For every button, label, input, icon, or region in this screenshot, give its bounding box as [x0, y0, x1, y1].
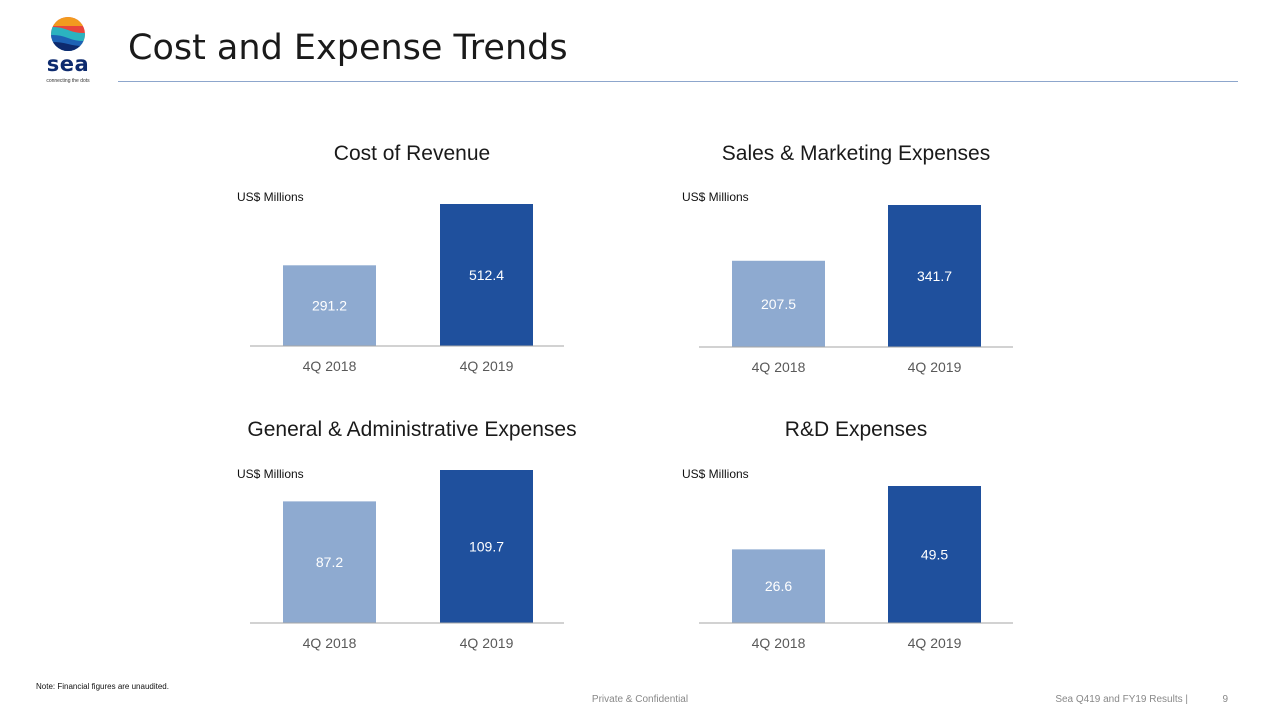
chart-unit-label: US$ Millions — [682, 190, 749, 204]
x-tick-label: 4Q 2019 — [908, 635, 962, 651]
bar-4q-2018 — [283, 265, 376, 346]
bar-4q-2018 — [732, 260, 825, 347]
page-title: Cost and Expense Trends — [128, 28, 568, 68]
footer-deck-name: Sea Q419 and FY19 Results | — [1055, 694, 1188, 705]
x-tick-label: 4Q 2019 — [460, 635, 514, 651]
bar-value-label: 207.5 — [761, 296, 796, 312]
bar-value-label: 26.6 — [765, 578, 792, 594]
bar-4q-2019 — [888, 205, 981, 347]
chart-unit-label: US$ Millions — [682, 467, 749, 481]
sea-logo-mark-icon — [51, 17, 85, 51]
chart-title: General & Administrative Expenses — [247, 418, 576, 441]
bar-4q-2019 — [440, 204, 533, 346]
bar-value-label: 49.5 — [921, 547, 948, 563]
page-number: 9 — [1222, 694, 1228, 705]
bar-4q-2018 — [283, 501, 376, 623]
bar-value-label: 109.7 — [469, 539, 504, 555]
chart-unit-label: US$ Millions — [237, 190, 304, 204]
footer-confidential: Private & Confidential — [591, 694, 689, 705]
x-tick-label: 4Q 2018 — [303, 358, 357, 374]
bar-4q-2018 — [732, 549, 825, 623]
chart-title: R&D Expenses — [785, 418, 927, 441]
footnote: Note: Financial figures are unaudited. — [36, 682, 169, 691]
bar-value-label: 291.2 — [312, 298, 347, 314]
title-divider — [118, 81, 1238, 82]
logo-wordmark: sea — [46, 52, 90, 76]
sea-logo: sea connecting the dots — [38, 14, 98, 88]
x-tick-label: 4Q 2018 — [752, 359, 806, 375]
bar-value-label: 512.4 — [469, 267, 504, 283]
x-tick-label: 4Q 2019 — [908, 359, 962, 375]
bar-value-label: 341.7 — [917, 268, 952, 284]
x-tick-label: 4Q 2019 — [460, 358, 514, 374]
chart-title: Sales & Marketing Expenses — [722, 142, 990, 165]
bar-value-label: 87.2 — [316, 554, 343, 570]
x-tick-label: 4Q 2018 — [303, 635, 357, 651]
bar-4q-2019 — [888, 486, 981, 623]
chart-title: Cost of Revenue — [334, 142, 490, 165]
x-tick-label: 4Q 2018 — [752, 635, 806, 651]
chart-unit-label: US$ Millions — [237, 467, 304, 481]
bar-4q-2019 — [440, 470, 533, 623]
logo-tagline: connecting the dots — [46, 78, 90, 84]
